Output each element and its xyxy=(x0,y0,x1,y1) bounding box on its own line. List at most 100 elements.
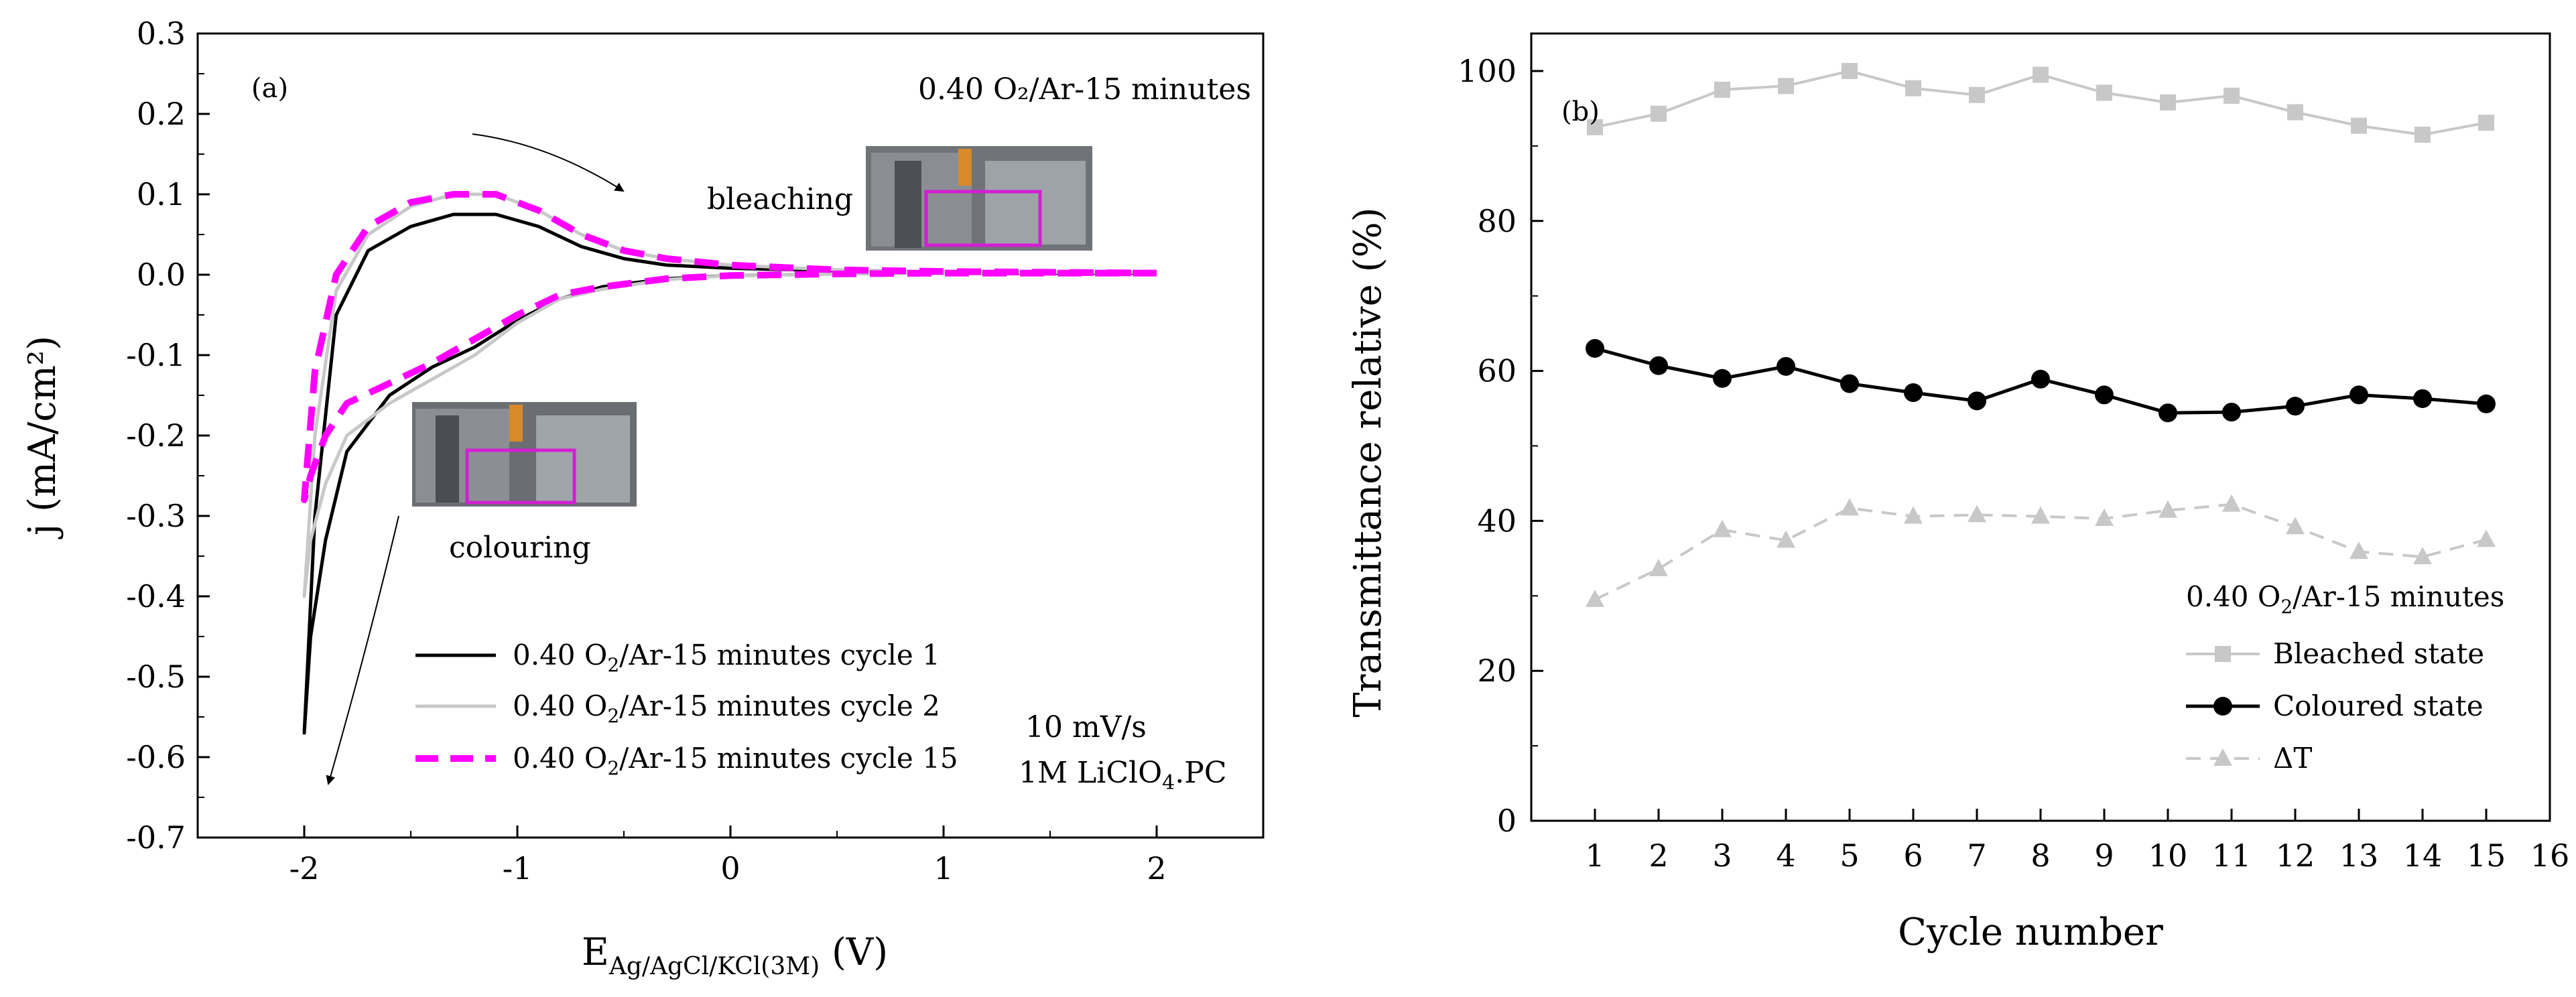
b-point-triangle xyxy=(1586,589,1604,607)
a-y-tick-label: -0.3 xyxy=(126,498,186,534)
b-point-circle xyxy=(1586,339,1604,358)
panel-b-y-axis-label: Transmittance relative (%) xyxy=(1346,207,1390,717)
b-point-triangle xyxy=(2159,500,2177,518)
b-point-triangle xyxy=(1840,498,1859,516)
b-legend-label-3: ΔT xyxy=(2273,742,2312,775)
b-point-triangle xyxy=(1904,506,1923,524)
a-y-tick-label: -0.4 xyxy=(126,578,186,614)
a-y-tick-label: -0.6 xyxy=(126,739,186,775)
panel-a-label: (a) xyxy=(251,73,288,104)
colouring-inset-photo xyxy=(412,402,637,507)
b-x-tick-label: 2 xyxy=(1649,838,1668,874)
bleaching-scan-arrow xyxy=(472,133,625,192)
a-y-tick-label: -0.7 xyxy=(126,819,186,856)
b-x-tick-label: 12 xyxy=(2276,838,2315,874)
b-point-circle xyxy=(1649,356,1668,375)
b-point-square xyxy=(1587,119,1603,135)
b-legend-marker-2 xyxy=(2213,697,2232,716)
electrolyte-annotation: 1M LiClO4.PC xyxy=(1019,756,1227,795)
b-y-tick-label: 40 xyxy=(1477,503,1517,539)
a-y-tick-label: -0.1 xyxy=(126,337,186,373)
panel-b-label: (b) xyxy=(1561,96,1600,127)
b-x-tick-label: 1 xyxy=(1585,838,1604,874)
b-point-square xyxy=(1714,81,1730,98)
b-y-tick-label: 20 xyxy=(1477,653,1517,689)
b-point-triangle xyxy=(2222,494,2241,512)
b-point-square xyxy=(1969,86,1985,103)
b-point-square xyxy=(2160,94,2176,111)
b-point-triangle xyxy=(1649,559,1668,576)
a-x-tick-label: -2 xyxy=(289,850,320,886)
b-point-square xyxy=(2096,84,2112,101)
b-x-tick-label: 15 xyxy=(2467,838,2506,874)
b-legend-label-1: Bleached state xyxy=(2273,637,2484,670)
b-point-square xyxy=(2033,66,2049,83)
a-x-tick-label: 1 xyxy=(933,850,953,886)
b-legend-label-2: Coloured state xyxy=(2273,689,2484,722)
b-point-triangle xyxy=(2286,517,2305,535)
b-y-tick-label: 100 xyxy=(1458,53,1517,89)
b-y-tick-label: 80 xyxy=(1477,203,1517,239)
a-legend-label-2: 0.40 O2/Ar-15 minutes cycle 2 xyxy=(513,689,940,727)
b-point-circle xyxy=(1968,391,1986,411)
scan-rate-annotation: 10 mV/s xyxy=(1025,710,1147,744)
b-point-circle xyxy=(2222,403,2241,422)
b-x-tick-label: 7 xyxy=(1967,838,1986,874)
b-y-tick-label: 60 xyxy=(1477,353,1517,389)
a-series-line-3 xyxy=(301,191,1157,503)
b-point-triangle xyxy=(2477,529,2496,547)
a-x-tick-label: 0 xyxy=(720,850,740,886)
b-point-circle xyxy=(1904,383,1923,403)
a-x-tick-label: -1 xyxy=(503,850,533,886)
panel-a-series xyxy=(301,191,1157,735)
b-legend-marker-1 xyxy=(2215,646,2231,662)
b-x-tick-label: 4 xyxy=(1776,838,1795,874)
b-point-triangle xyxy=(1713,519,1732,537)
a-y-tick-label: -0.5 xyxy=(126,659,186,695)
b-point-circle xyxy=(2159,403,2177,423)
b-point-square xyxy=(2224,87,2240,104)
b-point-triangle xyxy=(1777,530,1795,548)
b-point-square xyxy=(2478,115,2494,131)
a-y-tick-label: -0.2 xyxy=(126,417,186,454)
panel-b-series xyxy=(1586,62,2496,607)
b-x-tick-label: 5 xyxy=(1840,838,1859,874)
b-point-circle xyxy=(2477,394,2496,413)
b-point-circle xyxy=(2413,389,2432,408)
b-point-circle xyxy=(2286,397,2305,416)
b-y-tick-label: 0 xyxy=(1497,803,1517,839)
a-y-tick-label: 0.1 xyxy=(137,176,186,212)
b-point-triangle xyxy=(2095,509,2114,527)
bleaching-inset-photo xyxy=(866,146,1092,251)
a-y-tick-label: 0.2 xyxy=(137,96,186,132)
a-y-tick-label: 0.0 xyxy=(137,257,186,293)
b-point-triangle xyxy=(2349,541,2368,559)
panel-a-ticks: -2 -1 0 1 2 0.3 0.2 0.1 0.0 -0.1 -0.2 -0.3 -0.4 -0.5 -… xyxy=(126,15,1264,886)
panel-a-title: 0.40 O₂/Ar-15 minutes xyxy=(918,72,1251,107)
b-x-tick-label: 14 xyxy=(2403,838,2443,874)
bleaching-annotation: bleaching xyxy=(707,182,853,216)
b-point-circle xyxy=(2095,385,2114,405)
b-point-circle xyxy=(1777,356,1795,376)
panel-a-x-axis-label: EAg/AgCl/KCl(3M) (V) xyxy=(582,931,888,980)
b-x-tick-label: 11 xyxy=(2212,838,2252,874)
b-legend-marker-3 xyxy=(2213,748,2232,766)
b-point-square xyxy=(1905,80,1921,96)
colouring-scan-arrow xyxy=(326,515,399,785)
b-point-circle xyxy=(1713,369,1732,388)
a-y-tick-label: 0.3 xyxy=(137,15,186,52)
b-point-circle xyxy=(2031,369,2050,389)
panel-b-legend: 0.40 O2/Ar-15 minutes Bleached state Colo… xyxy=(2186,580,2504,775)
b-point-square xyxy=(2351,117,2367,134)
b-point-square xyxy=(1842,62,1858,79)
b-x-tick-label: 13 xyxy=(2339,838,2379,874)
a-legend-label-1: 0.40 O2/Ar-15 minutes cycle 1 xyxy=(513,639,940,676)
b-point-triangle xyxy=(1968,505,1986,523)
b-point-square xyxy=(1651,105,1667,122)
a-x-tick-label: 2 xyxy=(1147,850,1166,886)
b-x-tick-label: 6 xyxy=(1903,838,1923,874)
